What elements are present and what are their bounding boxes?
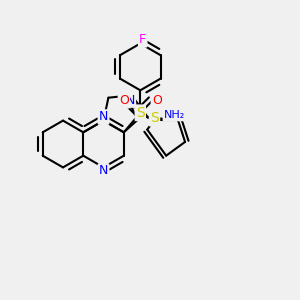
Text: S: S <box>150 111 159 125</box>
Text: N: N <box>99 164 108 178</box>
Text: N: N <box>125 94 135 106</box>
Text: N: N <box>99 110 108 124</box>
Text: O: O <box>152 94 162 107</box>
Text: S: S <box>136 106 145 120</box>
Text: F: F <box>139 33 146 46</box>
Text: O: O <box>119 94 129 107</box>
Text: NH₂: NH₂ <box>164 110 185 120</box>
